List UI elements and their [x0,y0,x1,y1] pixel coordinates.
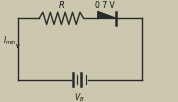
Text: 0 7 V: 0 7 V [95,1,115,10]
Text: R: R [58,1,64,10]
Text: $V_B$: $V_B$ [74,92,85,102]
Polygon shape [98,12,116,18]
Text: $I_{min}$: $I_{min}$ [3,35,17,47]
